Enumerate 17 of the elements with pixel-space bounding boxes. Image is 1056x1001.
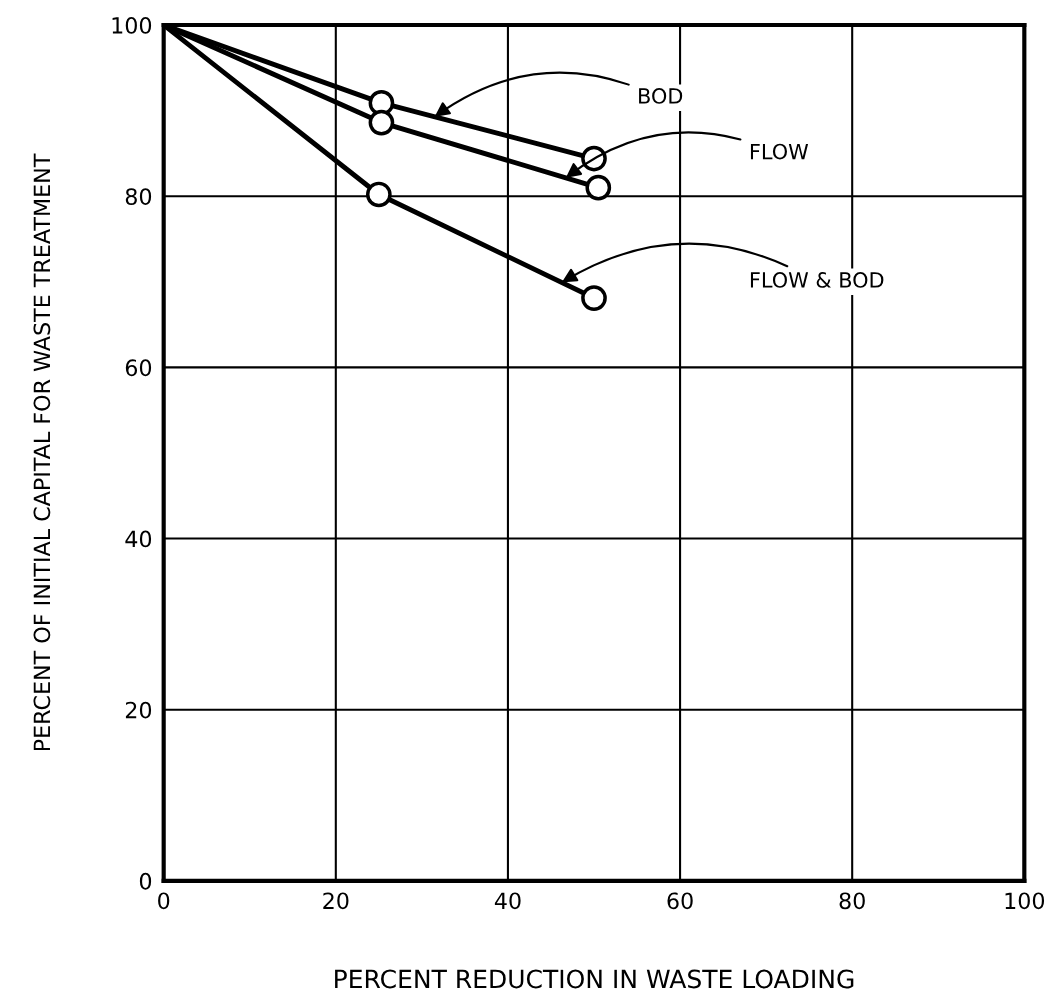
y-tick-label: 80	[125, 188, 152, 205]
y-tick-label: 60	[125, 359, 152, 377]
text: FLOW	[750, 143, 809, 160]
x-tick-label: 0	[158, 892, 170, 910]
text: FLOW & BOD	[750, 272, 884, 288]
x-tick-label: 80	[839, 892, 865, 910]
x-tick-label: 20	[323, 892, 349, 910]
y-tick-label: 20	[125, 701, 152, 719]
y-axis-title: PERCENT OF INITIAL CAPITAL FOR WASTE TREATMENT	[33, 153, 51, 751]
x-axis-title: PERCENT REDUCTION IN WASTE LOADING	[335, 969, 854, 989]
x-tick-label: 100	[1005, 892, 1045, 910]
y-tick-label: 40	[125, 530, 152, 548]
x-tick-label: 40	[494, 892, 521, 910]
x-tick-label: 60	[667, 892, 693, 910]
y-tick-label: 0	[139, 872, 152, 890]
y-tick-label: 100	[112, 16, 152, 34]
text: BOD	[639, 88, 683, 104]
